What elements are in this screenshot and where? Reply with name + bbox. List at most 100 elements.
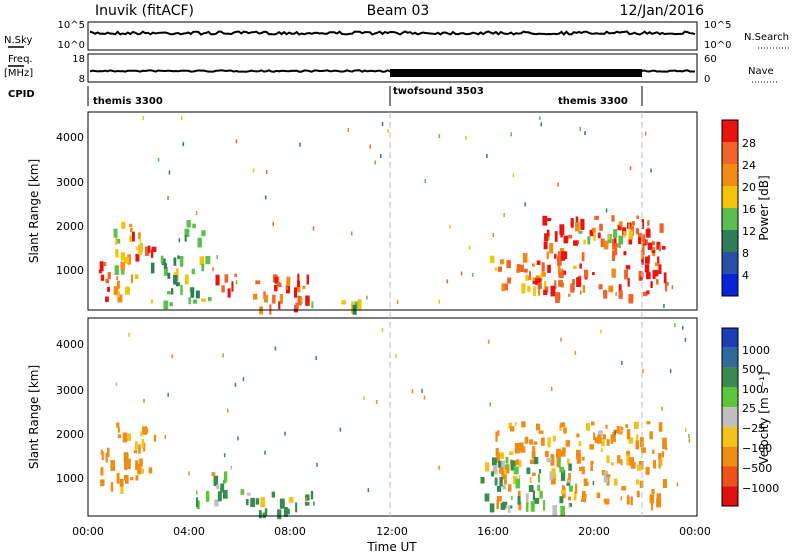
velocity-cell xyxy=(616,426,620,434)
power-cell xyxy=(492,233,494,237)
velocity-cell xyxy=(214,499,219,507)
velocity-cell xyxy=(620,459,623,466)
power-cell xyxy=(573,240,578,246)
velocity-cell xyxy=(662,443,667,450)
power-cell xyxy=(486,154,488,158)
velocity-cell xyxy=(563,427,567,434)
velocity-cell xyxy=(279,498,285,509)
power-cell xyxy=(638,233,642,239)
power-colorbar-segment xyxy=(722,208,738,230)
power-colorbar-segment xyxy=(722,120,738,142)
power-ylabel: Slant Range [km] xyxy=(27,159,41,263)
velocity-cell xyxy=(559,496,564,504)
velocity-cell xyxy=(603,471,608,483)
velocity-colorbar-segment xyxy=(722,347,738,368)
velocity-cell xyxy=(518,501,522,511)
velocity-cell xyxy=(499,477,503,487)
power-cell xyxy=(614,237,617,247)
velocity-cell xyxy=(547,437,551,448)
power-cell xyxy=(212,267,214,272)
power-cell xyxy=(117,280,120,289)
velocity-cell xyxy=(559,423,563,428)
power-cell xyxy=(103,262,107,267)
velocity-cell xyxy=(682,325,684,330)
velocity-cell xyxy=(213,475,219,487)
power-cell xyxy=(460,271,463,276)
power-cell xyxy=(570,218,574,228)
power-cell xyxy=(134,274,139,279)
power-cell xyxy=(587,236,591,245)
power-cell xyxy=(544,233,548,242)
power-cell xyxy=(605,208,608,213)
power-panel-frame xyxy=(87,111,698,311)
velocity-cell xyxy=(630,462,636,469)
vel-cb-tick-neg25: −25 xyxy=(742,422,765,435)
velocity-cell xyxy=(630,496,633,506)
velocity-cell xyxy=(561,489,566,494)
cpid-mode-1: themis 3300 xyxy=(93,96,163,107)
velocity-cell xyxy=(316,462,318,467)
velocity-cell xyxy=(568,503,570,508)
velocity-cell xyxy=(222,353,224,358)
power-cell xyxy=(624,269,628,280)
velocity-cell xyxy=(139,458,143,467)
velocity-cell xyxy=(119,478,124,487)
velocity-cell xyxy=(658,422,663,432)
xaxis-label: Time UT xyxy=(366,540,417,554)
power-cell xyxy=(663,272,667,284)
velocity-cell xyxy=(495,448,499,457)
power-cell xyxy=(663,303,665,308)
power-cell xyxy=(582,285,586,293)
power-cell xyxy=(598,284,603,290)
velocity-cell xyxy=(536,423,541,431)
velocity-cell xyxy=(626,454,631,466)
power-cell xyxy=(575,222,580,232)
velocity-cell xyxy=(240,489,245,495)
velocity-cell xyxy=(499,452,505,460)
power-cell xyxy=(584,131,586,136)
power-cell xyxy=(190,287,195,298)
cpid-mode-2: twofsound 3503 xyxy=(393,86,484,97)
xtick-2000: 20:00 xyxy=(578,525,610,538)
power-cell xyxy=(661,245,666,250)
power-cell xyxy=(535,278,540,285)
power-colorbar-segment xyxy=(722,230,738,252)
power-cell xyxy=(276,282,282,287)
power-cell xyxy=(150,249,154,258)
power-cell xyxy=(541,272,546,277)
power-cell xyxy=(235,139,238,144)
velocity-cell xyxy=(237,436,239,441)
velocity-cell xyxy=(579,466,584,472)
power-cell xyxy=(644,131,647,136)
xtick-1200: 12:00 xyxy=(376,525,408,538)
power-cell xyxy=(215,274,220,286)
power-cell xyxy=(599,223,603,231)
power-cell xyxy=(173,257,177,266)
velocity-cell xyxy=(662,437,667,446)
power-cell xyxy=(603,289,608,299)
velocity-cell xyxy=(101,451,104,461)
velocity-cell xyxy=(115,382,118,387)
power-cell xyxy=(116,276,118,281)
power-cell xyxy=(641,234,645,244)
velocity-cell xyxy=(560,337,562,342)
power-cell xyxy=(647,242,653,250)
power-cell xyxy=(264,294,269,303)
power-cell xyxy=(516,264,521,272)
power-cell xyxy=(510,132,512,137)
power-cell xyxy=(576,277,581,287)
velocity-cell xyxy=(534,497,540,504)
velocity-cell xyxy=(505,504,508,509)
velocity-colorbar-segment xyxy=(722,387,738,408)
power-cell xyxy=(171,288,174,295)
power-cell xyxy=(120,252,125,261)
power-cell xyxy=(615,292,617,296)
power-cell xyxy=(117,294,123,303)
velocity-cell xyxy=(574,350,577,355)
power-cell xyxy=(127,254,132,265)
velocity-cell xyxy=(264,450,266,455)
velocity-cell xyxy=(491,457,497,466)
power-cell xyxy=(540,273,543,282)
velocity-cell xyxy=(284,431,286,436)
velocity-cell xyxy=(260,497,266,508)
